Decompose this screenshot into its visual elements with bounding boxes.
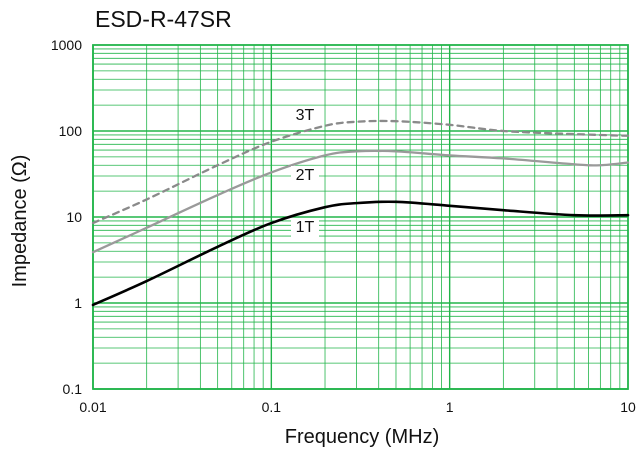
x-tick-label: 0.1 [262, 399, 282, 415]
y-axis-label: Impedance (Ω) [9, 155, 31, 288]
series-line-1t [91, 200, 630, 307]
series-label-background [291, 106, 319, 125]
y-tick-labels: 0.1 1 10 100 1000 [51, 37, 82, 397]
x-axis-label: Frequency (MHz) [285, 426, 439, 448]
series-labels: 1T 2T 3T [291, 106, 319, 237]
y-tick-label: 1 [74, 295, 82, 311]
chart-title: ESD-R-47SR [95, 6, 232, 32]
x-tick-label: 0.01 [79, 399, 106, 415]
x-tick-label: 1 [446, 399, 454, 415]
series-label-background [291, 166, 319, 185]
y-tick-label: 100 [59, 123, 83, 139]
series-label-background [291, 218, 319, 237]
y-tick-label: 1000 [51, 37, 82, 53]
series-label-2t: 2T [296, 167, 315, 184]
plot-border [92, 44, 629, 390]
series-layer [91, 119, 630, 307]
series-line-2t [91, 149, 630, 254]
x-tick-labels: 0.01 0.1 1 10 [79, 399, 636, 415]
x-tick-label: 10 [620, 399, 636, 415]
series-line-3t [91, 119, 630, 225]
series-label-3t: 3T [296, 107, 315, 124]
y-tick-label: 10 [66, 209, 82, 225]
y-tick-label: 0.1 [63, 381, 83, 397]
plot-grid [92, 44, 629, 390]
series-label-1t: 1T [296, 219, 315, 236]
